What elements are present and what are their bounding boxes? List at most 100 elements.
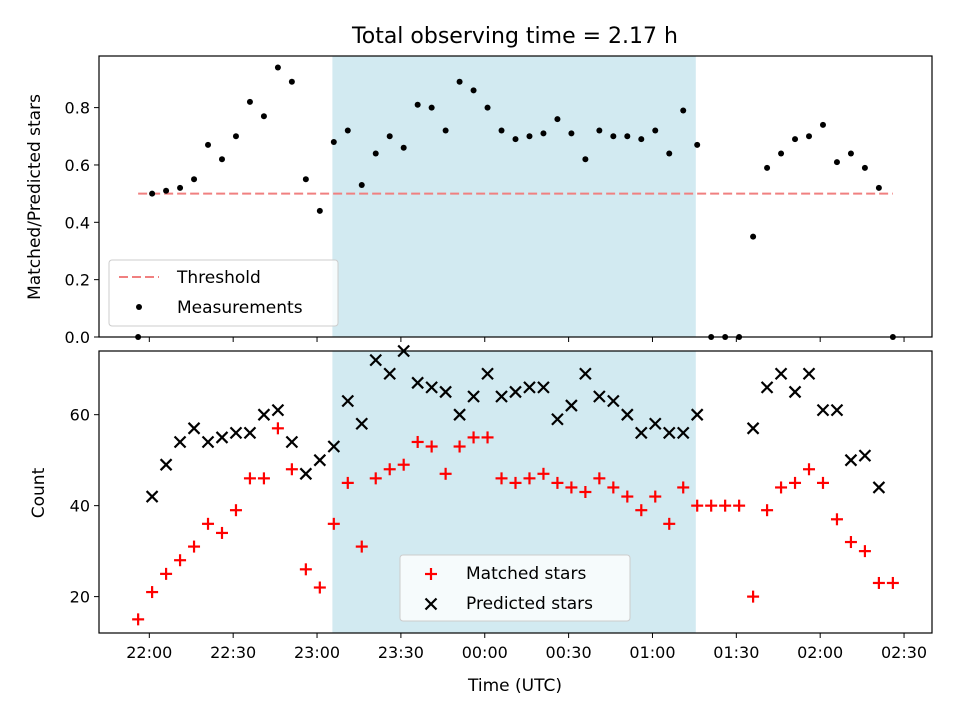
measurement-point xyxy=(512,136,519,143)
matched-star-point xyxy=(243,472,256,485)
y-tick-label: 40 xyxy=(70,497,90,516)
matched-star-point xyxy=(719,499,732,512)
axes-frame xyxy=(98,55,933,338)
matched-star-point xyxy=(565,481,578,494)
x-tick-label: 22:30 xyxy=(210,643,256,662)
matched-star-point xyxy=(816,476,829,489)
matched-star-point xyxy=(691,499,704,512)
marker-stroke xyxy=(523,381,536,394)
x-tick-label: 23:30 xyxy=(378,643,424,662)
predicted-star-point xyxy=(746,422,760,435)
measurement-point xyxy=(484,104,491,111)
matched-star-point xyxy=(551,476,564,489)
marker-stroke xyxy=(467,390,480,403)
marker-stroke xyxy=(341,394,355,408)
legend-predicted-swatch xyxy=(424,597,438,611)
matched-star-point xyxy=(733,499,746,512)
matched-star-point xyxy=(439,467,452,480)
matched-star-point xyxy=(872,576,885,589)
measurement-point xyxy=(833,159,840,166)
matched-star-point xyxy=(523,472,536,485)
measurement-point xyxy=(470,87,477,94)
predicted-star-point xyxy=(159,458,173,471)
y-tick-label: 0.2 xyxy=(65,271,90,290)
measurement-point xyxy=(819,121,826,128)
predicted-star-point xyxy=(299,467,313,481)
predicted-star-point xyxy=(858,449,872,462)
predicted-star-point xyxy=(453,408,466,421)
measurement-point xyxy=(806,133,813,140)
matched-star-point xyxy=(188,540,201,553)
predicted-star-point xyxy=(173,435,187,449)
matched-star-point xyxy=(775,481,788,494)
x-tick-label: 01:00 xyxy=(629,643,675,662)
predicted-star-point xyxy=(593,390,606,403)
measurement-point xyxy=(526,133,533,140)
marker-stroke xyxy=(662,426,676,440)
measurement-point xyxy=(596,127,603,134)
matched-star-point xyxy=(747,590,760,603)
marker-stroke xyxy=(774,367,788,381)
predicted-star-point xyxy=(201,435,215,449)
predicted-star-point xyxy=(816,403,830,417)
marker-stroke xyxy=(621,408,634,421)
legend-measurements-label: Measurements xyxy=(177,298,303,318)
marker-stroke xyxy=(383,367,396,381)
marker-stroke xyxy=(243,426,257,440)
matched-star-point xyxy=(411,435,424,448)
marker-stroke xyxy=(453,408,466,421)
legend-predicted-label: Predicted stars xyxy=(466,594,593,614)
legend-matched-label: Matched stars xyxy=(466,564,586,584)
legend-box xyxy=(399,554,631,622)
predicted-star-point xyxy=(662,426,676,440)
predicted-star-point xyxy=(285,435,299,449)
matched-star-point xyxy=(425,440,438,453)
marker-stroke xyxy=(872,481,886,494)
matched-star-point xyxy=(146,586,159,599)
matched-star-point xyxy=(285,463,298,476)
matched-star-point xyxy=(160,567,173,580)
measurement-point xyxy=(232,133,239,140)
measurement-point xyxy=(568,130,575,137)
matched-star-point xyxy=(649,490,662,503)
ratio-panel: 0.0 0.2 0.4 0.6 0.8 Threshold Measurements xyxy=(65,55,933,347)
marker-stroke xyxy=(607,394,620,408)
measurement-point xyxy=(792,136,799,143)
measurement-point xyxy=(652,127,659,134)
chart-title: Total observing time = 2.17 h xyxy=(351,24,678,49)
marker-stroke xyxy=(788,385,802,399)
marker-stroke xyxy=(830,403,844,417)
marker-stroke xyxy=(760,381,774,394)
y-tick-label: 20 xyxy=(70,588,90,607)
measurement-point xyxy=(218,156,225,163)
matched-star-point xyxy=(677,481,690,494)
predicted-star-point xyxy=(844,453,858,467)
matched-star-point xyxy=(299,563,312,576)
matched-star-point xyxy=(174,554,187,567)
marker-stroke xyxy=(858,449,872,462)
marker-stroke xyxy=(173,435,187,449)
matched-star-point xyxy=(761,504,774,517)
x-tick-label: 22:00 xyxy=(126,643,172,662)
legend-measurements-swatch xyxy=(136,304,142,310)
predicted-star-point xyxy=(425,381,438,394)
measurement-point xyxy=(274,64,281,71)
marker-stroke xyxy=(159,458,173,471)
predicted-star-point xyxy=(369,353,383,367)
axes-frame xyxy=(98,350,933,634)
measurement-point xyxy=(302,176,309,183)
measurement-point xyxy=(540,130,547,137)
x-tick-label: 01:30 xyxy=(713,643,759,662)
measurement-point xyxy=(246,98,253,105)
predicted-star-point xyxy=(215,431,229,444)
marker-stroke xyxy=(299,467,313,481)
predicted-star-point xyxy=(621,408,634,421)
measurement-point xyxy=(498,127,505,134)
marker-stroke xyxy=(327,440,341,453)
measurement-point xyxy=(330,139,337,146)
marker-stroke xyxy=(229,426,243,440)
matched-star-point xyxy=(132,613,145,626)
matched-star-point xyxy=(355,540,368,553)
x-tick-label: 23:00 xyxy=(294,643,340,662)
marker-stroke xyxy=(648,417,662,431)
